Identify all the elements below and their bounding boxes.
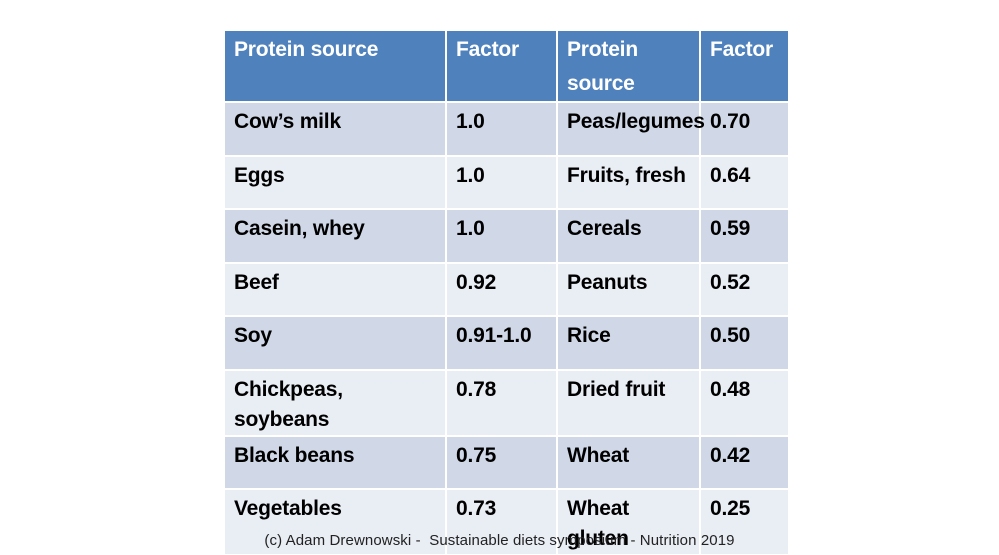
factor-cell: 0.48: [701, 370, 788, 437]
factor-cell: 0.52: [701, 263, 788, 317]
table-row: Eggs 1.0 Fruits, fresh 0.64: [225, 156, 788, 210]
header-factor-2: Factor: [701, 31, 788, 103]
protein-source-cell: Eggs: [225, 156, 447, 210]
footer-credit: (c) Adam Drewnowski - Sustainable diets …: [264, 532, 735, 549]
protein-source-cell: Vegetables: [225, 490, 447, 554]
factor-cell: 0.64: [701, 156, 788, 210]
protein-factor-table: Protein source Factor Protein source Fac…: [225, 31, 788, 554]
header-factor-1: Factor: [447, 31, 558, 103]
factor-cell: 0.42: [701, 436, 788, 490]
protein-source-cell: Rice: [558, 317, 701, 371]
header-protein-source-1: Protein source: [225, 31, 447, 103]
protein-source-cell: Fruits, fresh: [558, 156, 701, 210]
factor-cell: 0.91-1.0: [447, 317, 558, 371]
factor-cell: 1.0: [447, 210, 558, 264]
factor-cell: 0.92: [447, 263, 558, 317]
factor-cell: 0.70: [701, 103, 788, 157]
table-row: Beef 0.92 Peanuts 0.52: [225, 263, 788, 317]
factor-cell: 0.73: [447, 490, 558, 554]
protein-source-cell: Peanuts: [558, 263, 701, 317]
table-row: Cow’s milk 1.0 Peas/legumes 0.70: [225, 103, 788, 157]
protein-source-cell: Cereals: [558, 210, 701, 264]
table-row: Chickpeas, soybeans 0.78 Dried fruit 0.48: [225, 370, 788, 437]
factor-cell: 0.78: [447, 370, 558, 437]
factor-cell: 0.75: [447, 436, 558, 490]
protein-source-cell: Cow’s milk: [225, 103, 447, 157]
table-header-row: Protein source Factor Protein source Fac…: [225, 31, 788, 103]
factor-cell: 1.0: [447, 156, 558, 210]
table-row: Black beans 0.75 Wheat 0.42: [225, 436, 788, 490]
table-row: Vegetables 0.73 Wheat gluten 0.25: [225, 490, 788, 554]
table-row: Casein, whey 1.0 Cereals 0.59: [225, 210, 788, 264]
protein-source-cell: Chickpeas, soybeans: [225, 370, 447, 437]
table-row: Soy 0.91-1.0 Rice 0.50: [225, 317, 788, 371]
protein-source-cell: Casein, whey: [225, 210, 447, 264]
protein-source-cell: Beef: [225, 263, 447, 317]
protein-source-cell: Wheat: [558, 436, 701, 490]
protein-source-cell: Dried fruit: [558, 370, 701, 437]
protein-source-cell: Peas/legumes: [558, 103, 705, 157]
protein-source-cell: Soy: [225, 317, 447, 371]
factor-cell: 1.0: [447, 103, 558, 157]
header-protein-source-2: Protein source: [558, 31, 701, 103]
factor-cell: 0.25: [701, 490, 788, 554]
factor-cell: 0.50: [701, 317, 788, 371]
factor-cell: 0.59: [701, 210, 788, 264]
protein-source-cell: Black beans: [225, 436, 447, 490]
protein-source-cell: Wheat gluten: [558, 490, 701, 554]
